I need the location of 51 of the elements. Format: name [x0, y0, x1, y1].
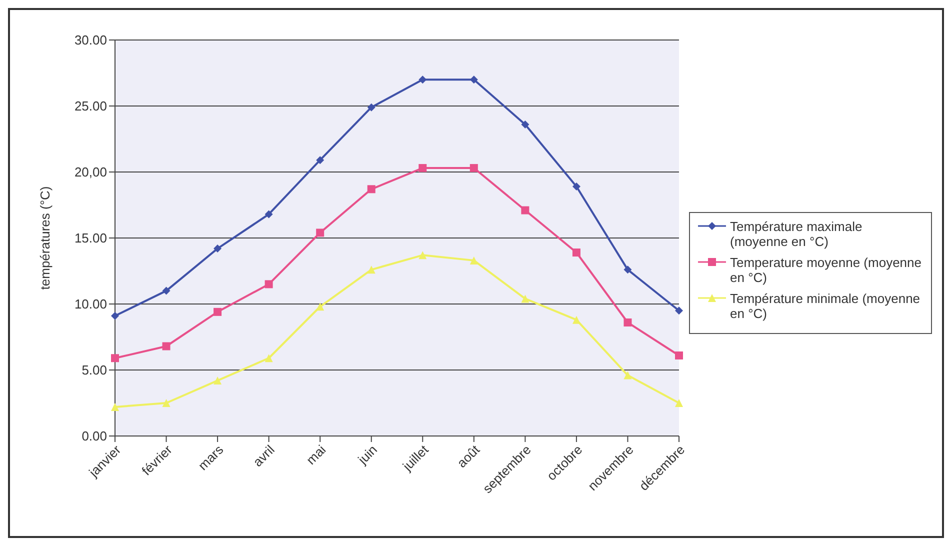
point: [111, 312, 119, 320]
point: [521, 120, 530, 128]
point: [675, 399, 683, 407]
point: [367, 103, 376, 112]
point: [214, 376, 222, 385]
y-tick-label: 5.00: [82, 362, 107, 378]
point: [162, 399, 170, 407]
x-tick-label: août: [454, 442, 483, 471]
point: [111, 402, 119, 411]
y-tick-label: 15.00: [74, 230, 107, 246]
point: [470, 256, 478, 264]
point: [264, 280, 273, 288]
legend-label: Temperature moyenne (moyenne en °C): [730, 255, 922, 285]
point: [624, 371, 632, 380]
point: [264, 210, 273, 218]
point: [162, 286, 170, 295]
point: [367, 266, 376, 274]
point: [572, 316, 580, 324]
legend-label: Température minimale (moyenne en °C): [730, 291, 922, 321]
y-tick-label: 30.00: [74, 32, 107, 48]
y-axis-title: températures (°C): [38, 186, 53, 290]
x-tick-label: juin: [354, 442, 380, 468]
point: [316, 156, 324, 164]
point: [214, 308, 222, 316]
point: [470, 76, 478, 84]
point: [521, 206, 530, 214]
point: [111, 354, 119, 362]
point: [367, 185, 376, 194]
point: [521, 294, 530, 303]
point: [214, 244, 222, 253]
x-tick-label: avril: [250, 442, 278, 470]
point: [418, 164, 427, 172]
point: [162, 342, 170, 350]
y-tick-label: 10.00: [74, 296, 107, 312]
point: [572, 182, 580, 191]
point: [675, 306, 683, 315]
point: [418, 251, 427, 260]
y-tick-label: 0.00: [82, 428, 107, 444]
y-tick-label: 20,00: [74, 164, 107, 180]
legend-label: Température maximale (moyenne en °C): [730, 219, 864, 249]
point: [418, 76, 427, 84]
point: [624, 318, 632, 326]
y-tick-label: 25.00: [74, 98, 107, 114]
point: [316, 228, 324, 237]
x-tick-label: mai: [303, 442, 329, 468]
point: [264, 354, 273, 362]
point: [624, 266, 632, 274]
point: [470, 164, 478, 172]
point: [316, 302, 324, 311]
point: [572, 248, 580, 257]
point: [675, 351, 683, 360]
